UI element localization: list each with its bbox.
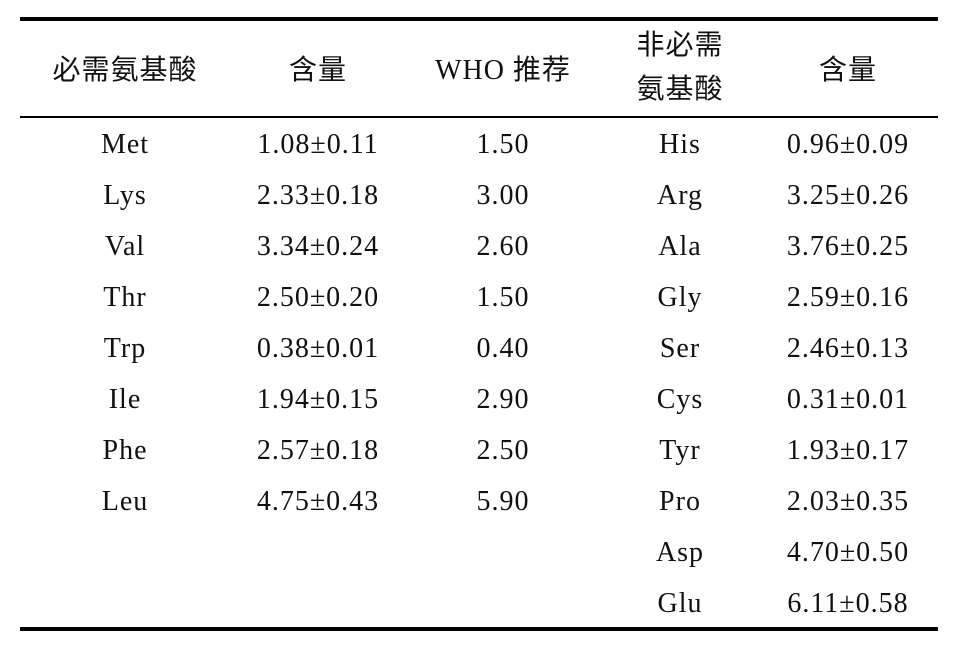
table-cell: Arg <box>656 180 704 211</box>
table-cell: Thr <box>103 282 147 313</box>
table-cell: Met <box>100 129 150 160</box>
table-cell: 3.00 <box>476 180 530 211</box>
table-cell: 0.31±0.01 <box>786 384 910 415</box>
header-cell: 含量 <box>288 55 348 86</box>
table-cell: Glu <box>657 588 703 619</box>
table-cell: 0.38±0.01 <box>256 333 380 364</box>
header-cell: 含量 <box>818 55 878 86</box>
table-cell: His <box>659 129 701 160</box>
header-rule <box>20 116 938 118</box>
table-cell: Val <box>104 231 146 262</box>
table-cell: 2.57±0.18 <box>256 435 380 466</box>
table-cell: 0.96±0.09 <box>786 129 910 160</box>
header-cell: 必需氨基酸 <box>52 55 198 86</box>
table-cell: Ala <box>658 231 702 262</box>
table-cell: 1.93±0.17 <box>786 435 910 466</box>
table-cell: Leu <box>101 486 149 517</box>
bottom-rule <box>20 627 938 631</box>
table-cell: 2.46±0.13 <box>786 333 910 364</box>
table-cell: 2.50±0.20 <box>256 282 380 313</box>
table-cell: 4.70±0.50 <box>786 537 910 568</box>
header-cell: WHO 推荐 <box>435 55 571 86</box>
table-cell: 2.33±0.18 <box>256 180 380 211</box>
table-cell: Pro <box>659 486 701 517</box>
table-cell: 2.50 <box>476 435 530 466</box>
top-rule <box>20 17 938 21</box>
table-cell: Tyr <box>659 435 701 466</box>
table-cell: 2.60 <box>476 231 530 262</box>
table-cell: 0.40 <box>476 333 530 364</box>
table-cell: Trp <box>103 333 147 364</box>
table-cell: 1.50 <box>476 129 530 160</box>
table-cell: 3.25±0.26 <box>786 180 910 211</box>
table-cell: Ile <box>108 384 142 415</box>
table-cell: 5.90 <box>476 486 530 517</box>
table-cell: Asp <box>655 537 705 568</box>
table-cell: 4.75±0.43 <box>256 486 380 517</box>
header-cell: 非必需氨基酸 <box>636 30 724 105</box>
table-cell: Lys <box>103 180 147 211</box>
table-cell: 2.59±0.16 <box>786 282 910 313</box>
table-cell: Phe <box>102 435 148 466</box>
table-cell: 3.34±0.24 <box>256 231 380 262</box>
table-cell: 1.50 <box>476 282 530 313</box>
table-cell: 2.90 <box>476 384 530 415</box>
table-cell: 2.03±0.35 <box>786 486 910 517</box>
table-cell: Cys <box>656 384 704 415</box>
table-cell: 1.94±0.15 <box>256 384 380 415</box>
table-cell: Gly <box>657 282 703 313</box>
table-cell: 1.08±0.11 <box>257 129 379 160</box>
table-cell: 6.11±0.58 <box>787 588 909 619</box>
table-cell: 3.76±0.25 <box>786 231 910 262</box>
table-cell: Ser <box>659 333 701 364</box>
